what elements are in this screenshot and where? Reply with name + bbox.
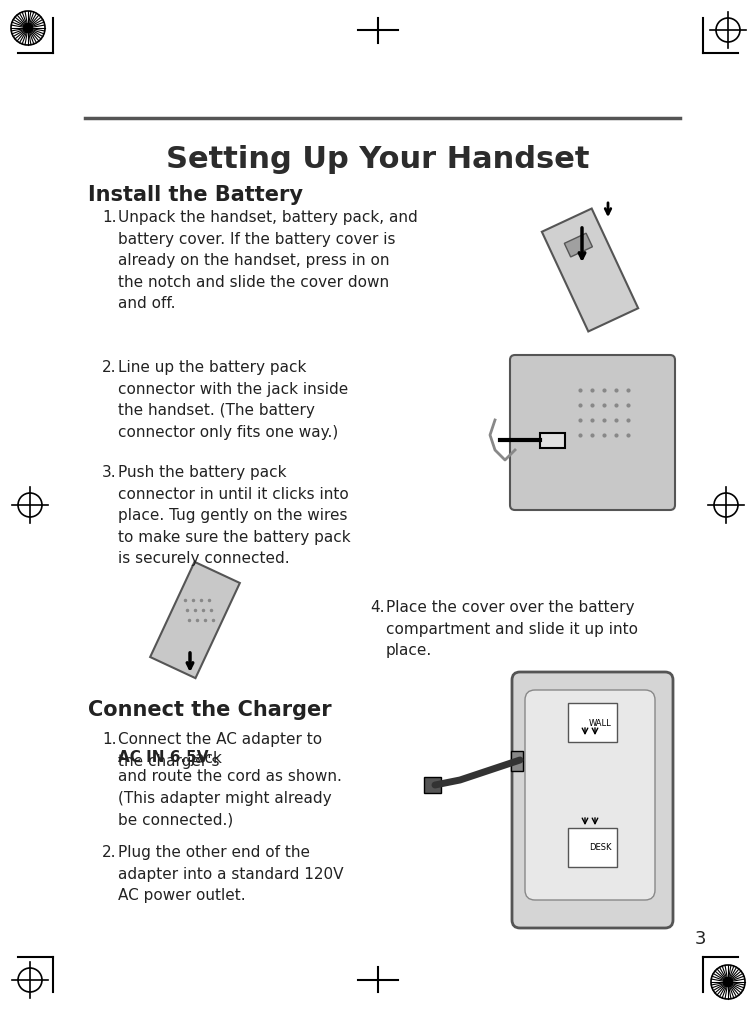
- Text: Install the Battery: Install the Battery: [88, 185, 303, 205]
- Text: Plug the other end of the
adapter into a standard 120V
AC power outlet.: Plug the other end of the adapter into a…: [118, 845, 343, 903]
- Text: WALL: WALL: [589, 718, 612, 727]
- Text: Connect the AC adapter to
the charger's: Connect the AC adapter to the charger's: [118, 732, 322, 769]
- FancyBboxPatch shape: [511, 751, 523, 771]
- FancyBboxPatch shape: [510, 355, 675, 510]
- Text: jack: jack: [186, 750, 222, 766]
- Text: Place the cover over the battery
compartment and slide it up into
place.: Place the cover over the battery compart…: [386, 600, 638, 659]
- Text: 1.: 1.: [102, 732, 116, 747]
- Text: Push the battery pack
connector in until it clicks into
place. Tug gently on the: Push the battery pack connector in until…: [118, 465, 351, 567]
- Text: 1.: 1.: [102, 210, 116, 225]
- Text: AC IN 6.5V: AC IN 6.5V: [118, 750, 209, 766]
- FancyBboxPatch shape: [424, 777, 441, 793]
- Text: 2.: 2.: [102, 845, 116, 860]
- FancyBboxPatch shape: [525, 690, 655, 900]
- Polygon shape: [564, 233, 593, 257]
- Text: Unpack the handset, battery pack, and
battery cover. If the battery cover is
alr: Unpack the handset, battery pack, and ba…: [118, 210, 418, 311]
- Text: 3: 3: [694, 930, 706, 948]
- Text: and route the cord as shown.
(This adapter might already
be connected.): and route the cord as shown. (This adapt…: [118, 769, 342, 827]
- FancyBboxPatch shape: [512, 672, 673, 928]
- Text: 2.: 2.: [102, 360, 116, 375]
- FancyBboxPatch shape: [540, 433, 565, 448]
- FancyBboxPatch shape: [568, 828, 617, 867]
- FancyBboxPatch shape: [568, 703, 617, 742]
- Circle shape: [23, 24, 33, 32]
- Circle shape: [723, 978, 733, 986]
- Text: 4.: 4.: [370, 600, 385, 615]
- Polygon shape: [150, 562, 240, 678]
- Text: Line up the battery pack
connector with the jack inside
the handset. (The batter: Line up the battery pack connector with …: [118, 360, 349, 439]
- Polygon shape: [542, 208, 638, 331]
- Text: 3.: 3.: [102, 465, 116, 480]
- Text: Setting Up Your Handset: Setting Up Your Handset: [166, 145, 590, 174]
- Text: DESK: DESK: [589, 843, 612, 852]
- Text: Connect the Charger: Connect the Charger: [88, 700, 332, 720]
